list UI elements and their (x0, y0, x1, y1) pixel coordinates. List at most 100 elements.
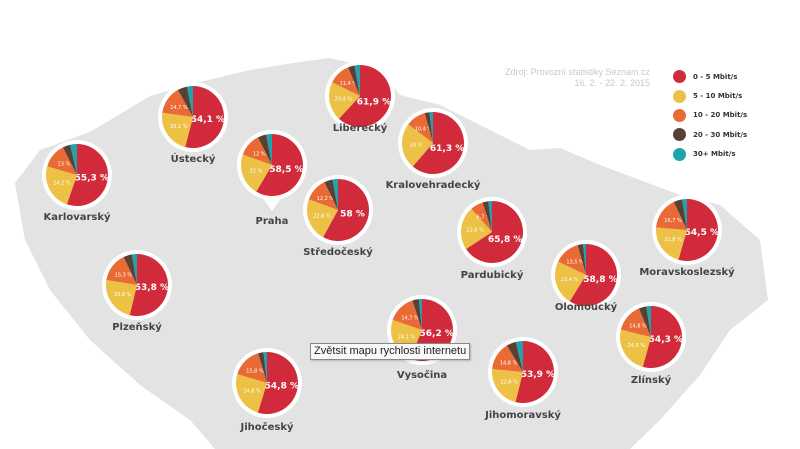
region-label[interactable]: Jihočeský (240, 421, 294, 433)
region-pie[interactable]: 58 % 22,6 % 12,2 % (303, 175, 373, 245)
legend-label: 10 - 20 Mbit/s (693, 111, 748, 120)
slice-label: 24,2 % (53, 180, 71, 186)
slice-label: 61,3 % (430, 144, 464, 154)
slice-label: 23,4 % (561, 277, 579, 283)
pie-slice (70, 144, 77, 175)
slice-label: 61,9 % (357, 97, 391, 107)
slice-label: 53,8 % (135, 283, 169, 293)
slice-label: 20,4 % (335, 97, 353, 103)
pie-slice (656, 227, 687, 260)
legend-dot-icon (673, 108, 686, 122)
pie-slice (307, 199, 338, 238)
legend-item: 30+ Mbit/s (673, 145, 747, 164)
legend-dot-icon (673, 128, 686, 142)
pie-slice (47, 147, 77, 175)
pie-slice (106, 257, 137, 285)
slice-label: 54,8 % (265, 381, 299, 391)
region-label[interactable]: Karlovarský (43, 211, 111, 223)
region-pie[interactable]: 58,8 % 23,4 % 13,5 % (551, 240, 621, 310)
slice-label: 55,3 % (75, 173, 109, 183)
slice-label: 24,5 % (628, 343, 646, 349)
region-pie[interactable]: 54,1 %23,1 % 14,7 % (158, 82, 228, 152)
slice-label: 22,6 % (500, 379, 518, 385)
legend: 0 - 5 Mbit/s 5 - 10 Mbit/s 10 - 20 Mbit/… (673, 67, 747, 164)
slice-label: 54,3 % (649, 335, 683, 345)
region-label[interactable]: Pardubický (461, 269, 524, 281)
pie-slice (392, 300, 422, 330)
slice-label: 16,7 % (664, 218, 682, 224)
region-pie[interactable]: 61,3 % 24 % 10,4 % (398, 108, 468, 178)
legend-item: 20 - 30 Mbit/s (673, 125, 747, 144)
slice-label: 14,7 % (170, 105, 188, 111)
pie-slice (488, 201, 492, 232)
pie-slice (506, 341, 523, 372)
pie-slice (577, 244, 586, 275)
slice-label: 22,6 % (313, 213, 331, 219)
region-pie[interactable]: 58,5 % 22 % 12 % (237, 130, 307, 211)
region-pie[interactable]: 61,9 % 20,4 % 11,4 % (325, 61, 395, 131)
region-pie[interactable]: 54,3 %24,5 % 14,8 % (616, 302, 686, 372)
region-label[interactable]: Zlínský (631, 374, 672, 386)
legend-label: 30+ Mbit/s (693, 150, 736, 159)
pie-slice (348, 65, 360, 96)
region-label[interactable]: Vysočina (397, 369, 447, 381)
region-label[interactable]: Olomoucký (555, 301, 618, 313)
pie-slice (619, 329, 651, 367)
slice-label: 13 % (58, 162, 71, 168)
pie-slice (555, 261, 586, 302)
source-line: Zdroj: Provozní statistiky Seznam.cz (504, 67, 650, 77)
pie-slice (682, 199, 687, 230)
pie-slice (162, 112, 193, 147)
pie-slice (402, 124, 433, 167)
legend-label: 5 - 10 Mbit/s (693, 92, 743, 101)
pie-slice (638, 306, 651, 337)
pie-slice (656, 201, 687, 230)
pie-slice (106, 279, 137, 316)
region-label[interactable]: Liberecký (333, 122, 388, 134)
pie-slice (482, 201, 492, 232)
region-label[interactable]: Moravskoslezský (639, 266, 735, 278)
pie-slice (242, 137, 272, 165)
slice-label: 24,8 % (243, 389, 261, 395)
pie-slice (162, 89, 193, 117)
region-pie[interactable]: 53,8 %23,8 % 15,3 % (102, 250, 172, 320)
region-label[interactable]: Ústecký (171, 152, 216, 165)
slice-label: 58 % (340, 210, 365, 220)
legend-label: 20 - 30 Mbit/s (693, 130, 748, 139)
legend-dot-icon (673, 89, 686, 103)
slice-label: 21,8 % (664, 237, 682, 243)
region-pie[interactable]: 54,5 %21,8 % 16,7 % (652, 195, 722, 265)
pie-slice (492, 345, 523, 372)
pie-slice (308, 182, 338, 210)
pie-slice (263, 352, 267, 383)
pie-slice (673, 199, 687, 230)
country-shape (15, 58, 768, 449)
region-label[interactable]: Praha (256, 216, 289, 227)
region-label[interactable]: Plzeňský (112, 321, 162, 333)
region-pie[interactable]: 54,8 % 24,8 % 15,8 % (232, 348, 302, 418)
pie-slice (186, 86, 193, 117)
slice-label: 12 % (253, 151, 266, 157)
region-pie[interactable]: 65,8 % 22,6 % 6,7 % (457, 197, 527, 267)
pie-slice (256, 134, 303, 196)
pie-slice (515, 341, 523, 372)
pie-slice (418, 299, 422, 330)
pie-slice (620, 308, 651, 337)
region-label[interactable]: Středočeský (303, 246, 373, 258)
source-note: Zdroj: Provozní statistiky Seznam.cz 16.… (505, 67, 650, 89)
pie-slice (412, 299, 422, 330)
pie-slice (329, 82, 360, 119)
legend-dot-icon (673, 147, 686, 161)
pie-slice (515, 341, 555, 403)
region-label[interactable]: Jihomoravský (484, 409, 561, 421)
region-pie[interactable]: 55,3 % 24,2 % 13 % (42, 140, 112, 210)
legend-item: 5 - 10 Mbit/s (673, 86, 747, 105)
region-pie[interactable]: 53,9 %22,6 % 14,8 % (488, 337, 558, 407)
slice-label: 15,8 % (246, 368, 264, 374)
tooltip: Zvětsit mapu rychlosti internetu (310, 343, 471, 360)
region-label[interactable]: Kralovehradecký (386, 179, 481, 191)
pie-slice (338, 65, 391, 127)
pie-slice (258, 352, 267, 383)
slice-label: 24 % (410, 142, 423, 148)
